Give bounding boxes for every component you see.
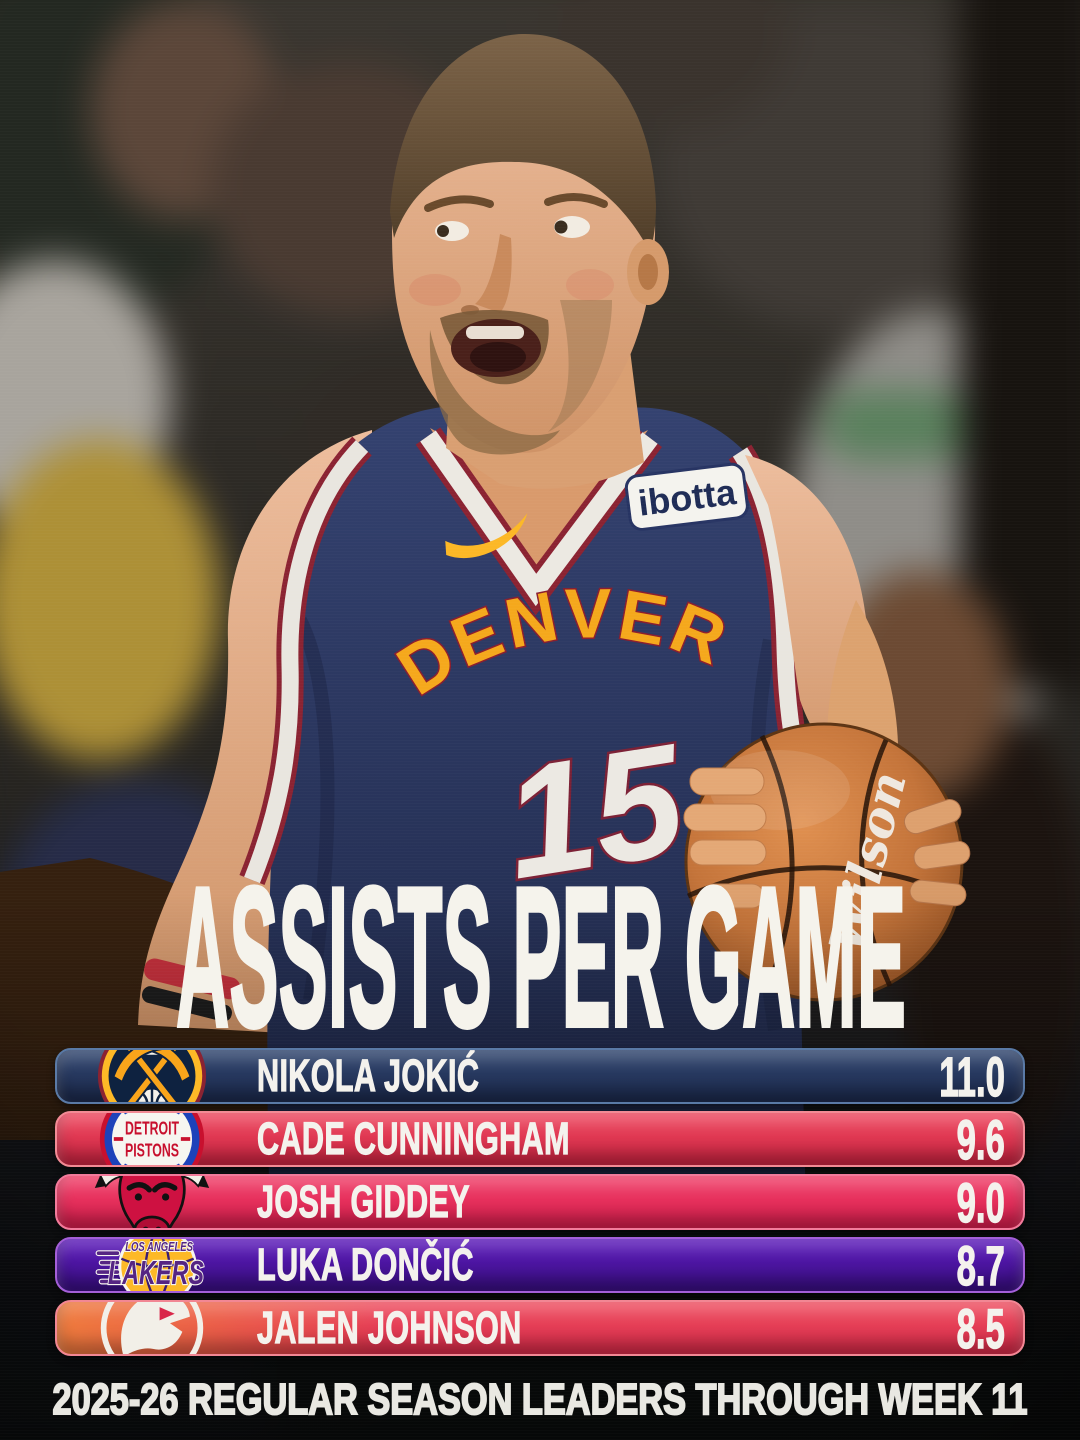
player-name: LUKA DONČIĆ (257, 1239, 474, 1291)
leaderboard-row-4: LOS ANGELES LAKERS LUKA DONČIĆ 8.7 (55, 1237, 1025, 1293)
headline-text: ASSISTS PER GAME (176, 846, 906, 1069)
team-logo-slot: LOS ANGELES LAKERS (93, 1239, 211, 1292)
player-name: CADE CUNNINGHAM (257, 1113, 570, 1165)
team-logo-slot (93, 1302, 211, 1354)
headline: ASSISTS PER GAME (174, 844, 908, 1071)
chicago-bulls-logo (94, 1176, 210, 1228)
player-name: JOSH GIDDEY (257, 1176, 470, 1228)
team-logo-slot (93, 1176, 211, 1228)
footer-text: 2025-26 REGULAR SEASON LEADERS THROUGH W… (53, 1375, 1028, 1424)
svg-text:LOS ANGELES: LOS ANGELES (125, 1240, 193, 1254)
svg-text:LAKERS: LAKERS (108, 1255, 204, 1292)
svg-text:PISTONS: PISTONS (125, 1140, 179, 1161)
leaderboard-row-3: JOSH GIDDEY 9.0 (55, 1174, 1025, 1230)
denver-nuggets-logo (97, 1050, 207, 1102)
leaderboard-row-1: NIKOLA JOKIĆ 11.0 (55, 1048, 1025, 1104)
leaderboard-row-2: DETROIT PISTONS CADE CUNNINGHAM 9.6 (55, 1111, 1025, 1167)
detroit-pistons-logo: DETROIT PISTONS (99, 1113, 205, 1165)
atlanta-hawks-logo (100, 1302, 204, 1354)
leaderboard: NIKOLA JOKIĆ 11.0 DETROIT PISTONS CADE C… (55, 1048, 1025, 1363)
leaderboard-row-5: JALEN JOHNSON 8.5 (55, 1300, 1025, 1356)
stat-value: 8.7 (956, 1237, 1005, 1293)
team-logo-slot: DETROIT PISTONS (93, 1113, 211, 1165)
player-name: NIKOLA JOKIĆ (257, 1050, 480, 1102)
svg-text:DETROIT: DETROIT (125, 1117, 179, 1138)
footer: 2025-26 REGULAR SEASON LEADERS THROUGH W… (52, 1374, 1029, 1425)
player-name: JALEN JOHNSON (257, 1302, 522, 1354)
stat-value: 9.0 (956, 1174, 1005, 1230)
stat-value: 8.5 (956, 1300, 1005, 1356)
stat-value: 11.0 (939, 1048, 1006, 1104)
team-logo-slot (93, 1050, 211, 1102)
los-angeles-lakers-logo: LOS ANGELES LAKERS (95, 1239, 205, 1292)
stat-value: 9.6 (956, 1111, 1005, 1167)
